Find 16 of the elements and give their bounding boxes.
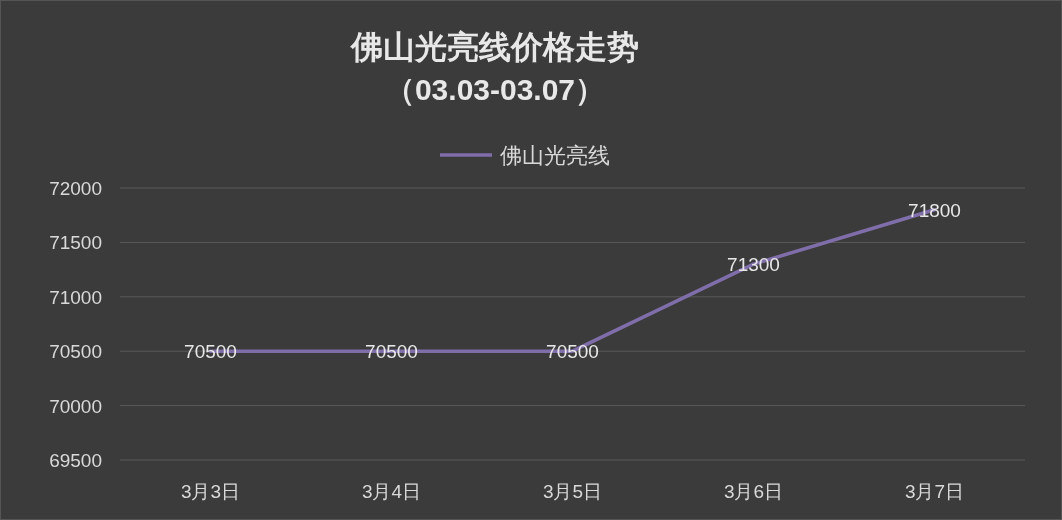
x-tick-label: 3月4日	[361, 481, 422, 502]
y-tick-label: 72000	[49, 178, 102, 199]
y-tick-label: 71500	[49, 232, 102, 254]
y-tick-label: 70000	[49, 395, 102, 417]
chart-subtitle: （03.03-03.07）	[384, 73, 606, 106]
data-label: 71800	[908, 199, 961, 221]
legend-label: 佛山光亮线	[500, 143, 610, 168]
x-tick-label: 3月6日	[723, 481, 784, 502]
x-tick-label: 3月5日	[542, 481, 603, 502]
chart-title: 佛山光亮线价格走势	[350, 29, 639, 65]
x-tick-label: 3月3日	[180, 481, 241, 502]
y-tick-label: 70500	[49, 341, 102, 363]
x-tick-label: 3月7日	[904, 481, 965, 502]
y-tick-label: 71000	[49, 286, 102, 308]
data-label: 70500	[184, 341, 237, 363]
y-tick-label: 69500	[49, 450, 102, 471]
